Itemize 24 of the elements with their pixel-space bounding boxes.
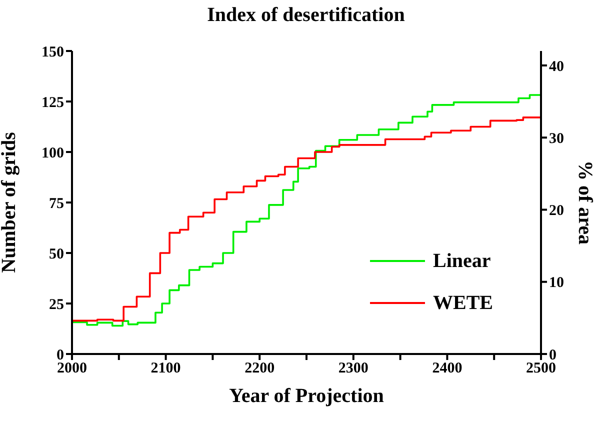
y-tick-label: 100	[42, 145, 64, 162]
y-tick-label: 25	[49, 296, 64, 313]
y-tick-label: 125	[42, 94, 64, 111]
y2-tick-label: 30	[549, 130, 564, 147]
y-axis-title: Number of grids	[0, 132, 20, 273]
x-tick-label: 2100	[150, 360, 181, 377]
y-tick-label: 150	[42, 44, 64, 60]
y-tick-label: 50	[49, 246, 64, 262]
y-tick-label: 75	[49, 196, 64, 212]
x-tick-label: 2400	[432, 360, 462, 377]
y2-axis-title: % of area	[574, 160, 596, 245]
y2-tick-label: 10	[549, 275, 564, 292]
x-tick-label: 2500	[526, 360, 556, 377]
x-tick-label: 2300	[338, 360, 368, 377]
y2-tick-label: 0	[549, 347, 556, 364]
y2-tick-label: 20	[549, 203, 564, 220]
chart-title: Index of desertification	[206, 4, 406, 27]
x-tick-label: 2200	[244, 360, 275, 377]
y2-tick-label: 40	[549, 58, 564, 75]
legend-label: WETE	[433, 291, 494, 316]
x-tick-label: 2000	[57, 360, 87, 377]
x-axis-title: Year of Projection	[229, 385, 384, 408]
y-tick-label: 0	[56, 347, 64, 364]
legend-label: Linear	[433, 249, 491, 274]
